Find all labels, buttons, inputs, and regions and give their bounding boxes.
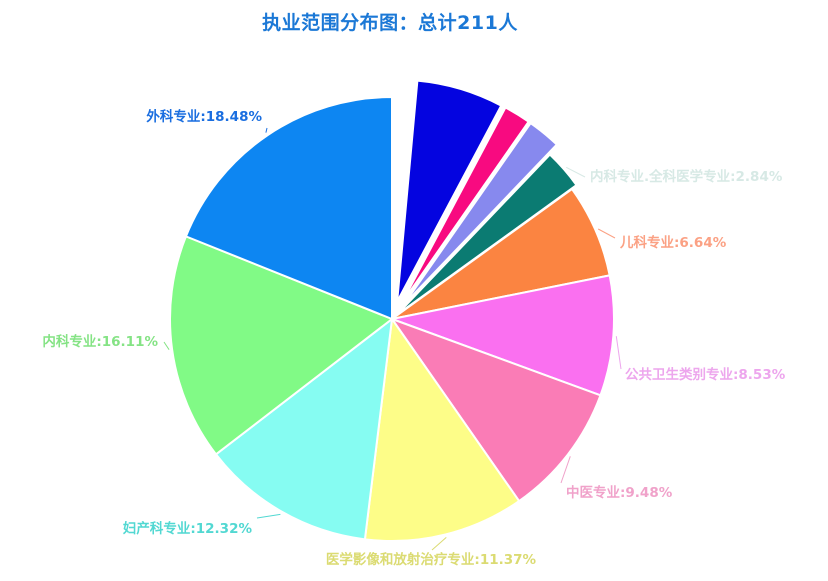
pie-slice-general-practice[interactable]	[395, 153, 578, 317]
label-line-pediatrics	[597, 228, 616, 239]
pie-slice-tcm[interactable]	[391, 318, 602, 503]
slice-label-tcm: 中医专业:9.48%	[566, 484, 673, 501]
pie-slice-surgery[interactable]	[184, 96, 393, 320]
pie-slice-medical-imaging-radiotherapy[interactable]	[363, 318, 521, 542]
slice-label-surgery: 外科专业:18.48%	[146, 108, 262, 125]
pie-slice-obstetrics-gynecology[interactable]	[215, 318, 393, 541]
slice-label-public-health: 公共卫生类别专业:8.53%	[625, 366, 786, 383]
pie-slice-internal-medicine[interactable]	[169, 235, 393, 456]
label-line-tcm	[560, 456, 571, 484]
label-line-surgery	[265, 127, 268, 133]
pie-slice-unlabeled-b[interactable]	[396, 79, 503, 303]
slice-label-pediatrics: 儿科专业:6.64%	[619, 234, 727, 251]
slice-label-medical-imaging-radiotherapy: 医学影像和放射治疗专业:11.37%	[326, 551, 537, 568]
slice-label-internal-medicine: 内科专业:16.11%	[42, 333, 158, 350]
pie-slice-public-health[interactable]	[391, 274, 615, 397]
label-line-internal-medicine	[163, 341, 170, 350]
label-line-public-health	[615, 336, 622, 370]
label-line-obstetrics-gynecology	[256, 513, 281, 519]
slice-label-general-practice: 内科专业.全科医学专业:2.84%	[590, 168, 783, 185]
slice-label-obstetrics-gynecology: 妇产科专业:12.32%	[122, 520, 253, 537]
label-line-general-practice	[565, 166, 586, 178]
pie-slice-unlabeled-d[interactable]	[402, 122, 558, 307]
pie-slice-unlabeled-c[interactable]	[400, 106, 530, 305]
label-line-medical-imaging-radiotherapy	[431, 537, 447, 551]
chart-title: 执业范围分布图：总计211人	[262, 12, 518, 34]
